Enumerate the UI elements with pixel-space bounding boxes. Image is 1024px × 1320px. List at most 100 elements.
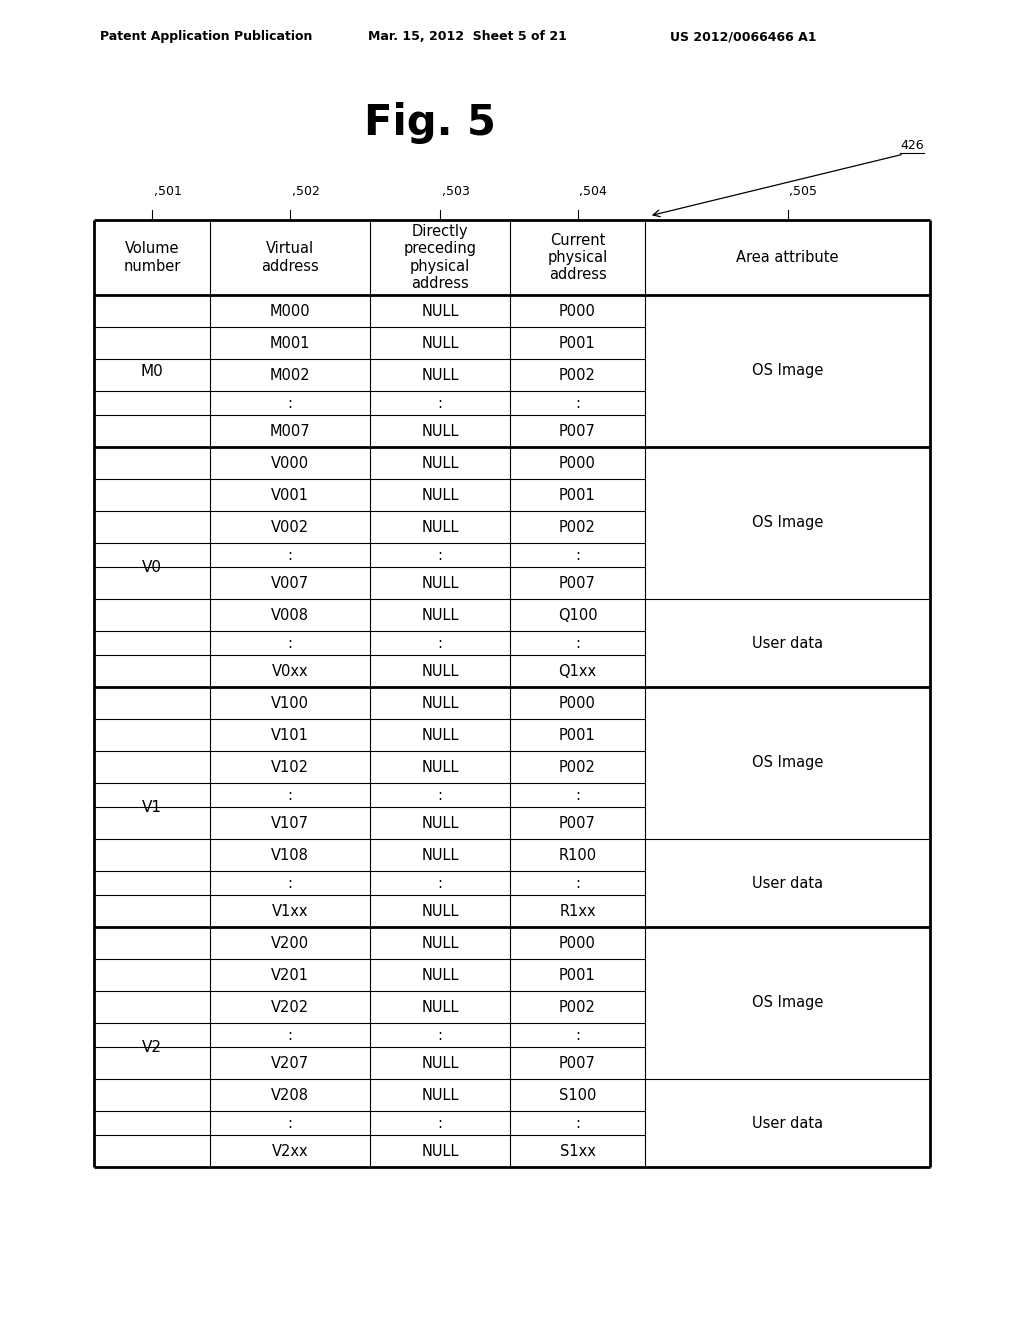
Text: NULL: NULL bbox=[421, 968, 459, 982]
Text: V101: V101 bbox=[271, 727, 309, 742]
Text: V2: V2 bbox=[142, 1040, 162, 1055]
Text: :: : bbox=[437, 875, 442, 891]
Text: P002: P002 bbox=[559, 520, 596, 535]
Text: P000: P000 bbox=[559, 304, 596, 318]
Text: Q1xx: Q1xx bbox=[558, 664, 597, 678]
Text: V008: V008 bbox=[271, 607, 309, 623]
Text: P001: P001 bbox=[559, 335, 596, 351]
Text: V202: V202 bbox=[271, 999, 309, 1015]
Text: NULL: NULL bbox=[421, 903, 459, 919]
Text: S1xx: S1xx bbox=[559, 1143, 595, 1159]
Text: US 2012/0066466 A1: US 2012/0066466 A1 bbox=[670, 30, 816, 44]
Text: :: : bbox=[288, 635, 293, 651]
Text: V108: V108 bbox=[271, 847, 309, 862]
Text: V1xx: V1xx bbox=[271, 903, 308, 919]
Text: V007: V007 bbox=[271, 576, 309, 590]
Text: V208: V208 bbox=[271, 1088, 309, 1102]
Text: NULL: NULL bbox=[421, 664, 459, 678]
Text: OS Image: OS Image bbox=[752, 755, 823, 771]
Text: P007: P007 bbox=[559, 1056, 596, 1071]
Text: ,502: ,502 bbox=[292, 185, 319, 198]
Text: NULL: NULL bbox=[421, 727, 459, 742]
Text: :: : bbox=[437, 1027, 442, 1043]
Text: M001: M001 bbox=[269, 335, 310, 351]
Text: P001: P001 bbox=[559, 968, 596, 982]
Text: S100: S100 bbox=[559, 1088, 596, 1102]
Text: M0: M0 bbox=[140, 363, 164, 379]
Text: Directly
preceding
physical
address: Directly preceding physical address bbox=[403, 224, 476, 292]
Text: V002: V002 bbox=[271, 520, 309, 535]
Text: NULL: NULL bbox=[421, 847, 459, 862]
Text: :: : bbox=[437, 1115, 442, 1130]
Text: NULL: NULL bbox=[421, 335, 459, 351]
Text: M007: M007 bbox=[269, 424, 310, 438]
Text: ,503: ,503 bbox=[442, 185, 470, 198]
Text: V100: V100 bbox=[271, 696, 309, 710]
Text: NULL: NULL bbox=[421, 424, 459, 438]
Text: Mar. 15, 2012  Sheet 5 of 21: Mar. 15, 2012 Sheet 5 of 21 bbox=[368, 30, 567, 44]
Text: V107: V107 bbox=[271, 816, 309, 830]
Text: P007: P007 bbox=[559, 576, 596, 590]
Text: NULL: NULL bbox=[421, 816, 459, 830]
Text: R100: R100 bbox=[558, 847, 597, 862]
Text: User data: User data bbox=[752, 1115, 823, 1130]
Text: V0: V0 bbox=[142, 560, 162, 574]
Text: P007: P007 bbox=[559, 816, 596, 830]
Text: P000: P000 bbox=[559, 936, 596, 950]
Text: :: : bbox=[575, 1115, 580, 1130]
Text: :: : bbox=[288, 396, 293, 411]
Text: :: : bbox=[288, 1115, 293, 1130]
Text: OS Image: OS Image bbox=[752, 363, 823, 379]
Text: :: : bbox=[575, 875, 580, 891]
Text: NULL: NULL bbox=[421, 304, 459, 318]
Text: NULL: NULL bbox=[421, 487, 459, 503]
Text: NULL: NULL bbox=[421, 1088, 459, 1102]
Text: NULL: NULL bbox=[421, 936, 459, 950]
Text: :: : bbox=[437, 396, 442, 411]
Text: R1xx: R1xx bbox=[559, 903, 596, 919]
Text: :: : bbox=[288, 875, 293, 891]
Text: P000: P000 bbox=[559, 455, 596, 470]
Text: NULL: NULL bbox=[421, 455, 459, 470]
Text: NULL: NULL bbox=[421, 696, 459, 710]
Text: User data: User data bbox=[752, 875, 823, 891]
Text: Area attribute: Area attribute bbox=[736, 249, 839, 265]
Text: :: : bbox=[437, 548, 442, 562]
Text: :: : bbox=[575, 396, 580, 411]
Text: NULL: NULL bbox=[421, 367, 459, 383]
Text: P000: P000 bbox=[559, 696, 596, 710]
Text: :: : bbox=[437, 788, 442, 803]
Text: :: : bbox=[288, 548, 293, 562]
Text: :: : bbox=[575, 635, 580, 651]
Text: V102: V102 bbox=[271, 759, 309, 775]
Text: Virtual
address: Virtual address bbox=[261, 242, 318, 273]
Text: Current
physical
address: Current physical address bbox=[548, 232, 607, 282]
Text: V200: V200 bbox=[271, 936, 309, 950]
Text: Volume
number: Volume number bbox=[123, 242, 180, 273]
Text: NULL: NULL bbox=[421, 607, 459, 623]
Text: :: : bbox=[575, 788, 580, 803]
Text: NULL: NULL bbox=[421, 759, 459, 775]
Text: V2xx: V2xx bbox=[271, 1143, 308, 1159]
Text: V000: V000 bbox=[271, 455, 309, 470]
Text: NULL: NULL bbox=[421, 576, 459, 590]
Text: ,505: ,505 bbox=[790, 185, 817, 198]
Text: P001: P001 bbox=[559, 727, 596, 742]
Text: P002: P002 bbox=[559, 759, 596, 775]
Text: :: : bbox=[575, 548, 580, 562]
Text: P001: P001 bbox=[559, 487, 596, 503]
Text: V0xx: V0xx bbox=[271, 664, 308, 678]
Text: User data: User data bbox=[752, 635, 823, 651]
Text: :: : bbox=[288, 1027, 293, 1043]
Text: P007: P007 bbox=[559, 424, 596, 438]
Text: V201: V201 bbox=[271, 968, 309, 982]
Text: ,501: ,501 bbox=[154, 185, 182, 198]
Text: ,504: ,504 bbox=[580, 185, 607, 198]
Text: NULL: NULL bbox=[421, 999, 459, 1015]
Text: Fig. 5: Fig. 5 bbox=[365, 102, 496, 144]
Text: M000: M000 bbox=[269, 304, 310, 318]
Text: NULL: NULL bbox=[421, 520, 459, 535]
Text: OS Image: OS Image bbox=[752, 516, 823, 531]
Text: OS Image: OS Image bbox=[752, 995, 823, 1011]
Text: V207: V207 bbox=[271, 1056, 309, 1071]
